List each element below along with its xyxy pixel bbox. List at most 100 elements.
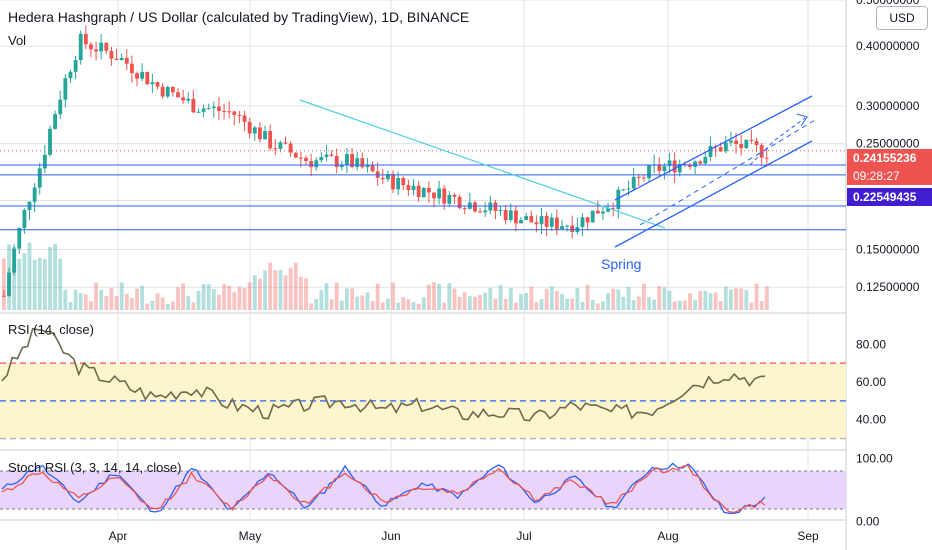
currency-button[interactable]: USD bbox=[876, 6, 928, 30]
stoch-rsi-label[interactable]: Stoch RSI (3, 3, 14, 14, close) bbox=[8, 460, 182, 475]
volume-bar bbox=[611, 288, 616, 310]
volume-bar bbox=[288, 267, 293, 310]
candle bbox=[273, 148, 278, 150]
candle bbox=[165, 86, 170, 97]
volume-bar bbox=[718, 301, 723, 310]
candle bbox=[595, 210, 600, 214]
candle bbox=[688, 164, 692, 167]
candle bbox=[657, 164, 662, 171]
candle bbox=[109, 50, 114, 59]
volume-bar bbox=[83, 294, 88, 310]
candle bbox=[754, 140, 759, 146]
volume-bar bbox=[27, 242, 32, 310]
candle bbox=[293, 152, 298, 158]
x-tick-label: May bbox=[239, 529, 262, 543]
candle bbox=[549, 217, 554, 227]
volume-bar bbox=[539, 298, 544, 310]
volume-bar bbox=[170, 301, 175, 310]
plot-area bbox=[0, 0, 846, 550]
volume-bar bbox=[304, 278, 308, 310]
volume-bar bbox=[447, 283, 452, 310]
volume-bar bbox=[258, 278, 262, 310]
volume-bar bbox=[626, 287, 631, 310]
volume-bar bbox=[406, 299, 411, 310]
volume-bar bbox=[268, 262, 273, 310]
candle bbox=[12, 248, 17, 273]
countdown-tag: 09:28:27 bbox=[847, 167, 932, 185]
candle bbox=[227, 111, 232, 113]
volume-bar bbox=[498, 284, 503, 310]
candle bbox=[309, 161, 314, 168]
volume-bar bbox=[319, 290, 324, 310]
candle bbox=[124, 57, 129, 64]
candle bbox=[570, 225, 575, 232]
candle bbox=[764, 157, 769, 159]
volume-bar bbox=[2, 258, 6, 310]
candle bbox=[268, 131, 273, 149]
candle bbox=[560, 226, 564, 230]
x-tick-label: Jun bbox=[381, 529, 400, 543]
volume-bar bbox=[78, 293, 83, 310]
volume-bar bbox=[350, 288, 354, 310]
volume-bar bbox=[176, 287, 180, 310]
projection-arrow bbox=[749, 117, 806, 166]
line-price-tag: 0.22549435 bbox=[847, 188, 932, 206]
candle bbox=[703, 156, 708, 164]
candle bbox=[401, 177, 406, 186]
candle bbox=[529, 216, 534, 223]
volume-bar bbox=[345, 288, 349, 310]
volume-bar bbox=[534, 302, 539, 310]
candle bbox=[391, 174, 395, 190]
candle bbox=[2, 295, 6, 297]
volume-bar bbox=[549, 286, 554, 310]
candle bbox=[258, 127, 262, 140]
volume-bar bbox=[570, 298, 575, 310]
candle bbox=[534, 222, 539, 225]
candle bbox=[314, 160, 319, 168]
candle bbox=[89, 44, 93, 50]
candle bbox=[263, 131, 267, 140]
candle bbox=[130, 63, 134, 74]
candle bbox=[68, 71, 73, 79]
volume-bar bbox=[734, 288, 738, 310]
volume-bar bbox=[437, 283, 442, 310]
y-tick-label: 0.50000000 bbox=[856, 0, 920, 7]
candle bbox=[83, 33, 88, 45]
volume-bar bbox=[94, 282, 98, 310]
candle bbox=[432, 192, 436, 199]
volume-bar bbox=[396, 302, 401, 310]
volume-bar bbox=[68, 302, 73, 310]
volume-bar bbox=[380, 302, 385, 310]
candle bbox=[355, 158, 360, 167]
candle bbox=[744, 139, 749, 149]
x-tick-label: Aug bbox=[657, 529, 678, 543]
volume-bar bbox=[621, 296, 626, 310]
volume-bar bbox=[606, 293, 610, 310]
volume-bar bbox=[462, 292, 467, 310]
candle bbox=[119, 57, 124, 61]
candle bbox=[191, 98, 196, 113]
candle bbox=[457, 196, 462, 209]
volume-bar bbox=[360, 295, 365, 310]
volume-bar bbox=[698, 291, 703, 310]
rsi-label[interactable]: RSI (14, close) bbox=[8, 322, 94, 337]
volume-bar bbox=[729, 289, 733, 310]
volume-bar bbox=[73, 289, 78, 310]
volume-bar bbox=[585, 284, 590, 310]
volume-bar bbox=[703, 290, 708, 310]
candle bbox=[621, 189, 626, 191]
candle bbox=[17, 228, 22, 249]
downtrend-line bbox=[299, 99, 666, 229]
candle bbox=[170, 86, 175, 93]
volume-bar bbox=[37, 257, 42, 310]
candle bbox=[99, 42, 104, 52]
volume-bar bbox=[529, 286, 534, 310]
y-tick-label: 0.30000000 bbox=[856, 99, 920, 113]
candle bbox=[247, 121, 252, 134]
volume-bar bbox=[191, 302, 196, 310]
candle bbox=[222, 110, 226, 112]
volume-bar bbox=[89, 301, 93, 310]
candle bbox=[242, 115, 247, 122]
volume-bar bbox=[764, 286, 769, 310]
